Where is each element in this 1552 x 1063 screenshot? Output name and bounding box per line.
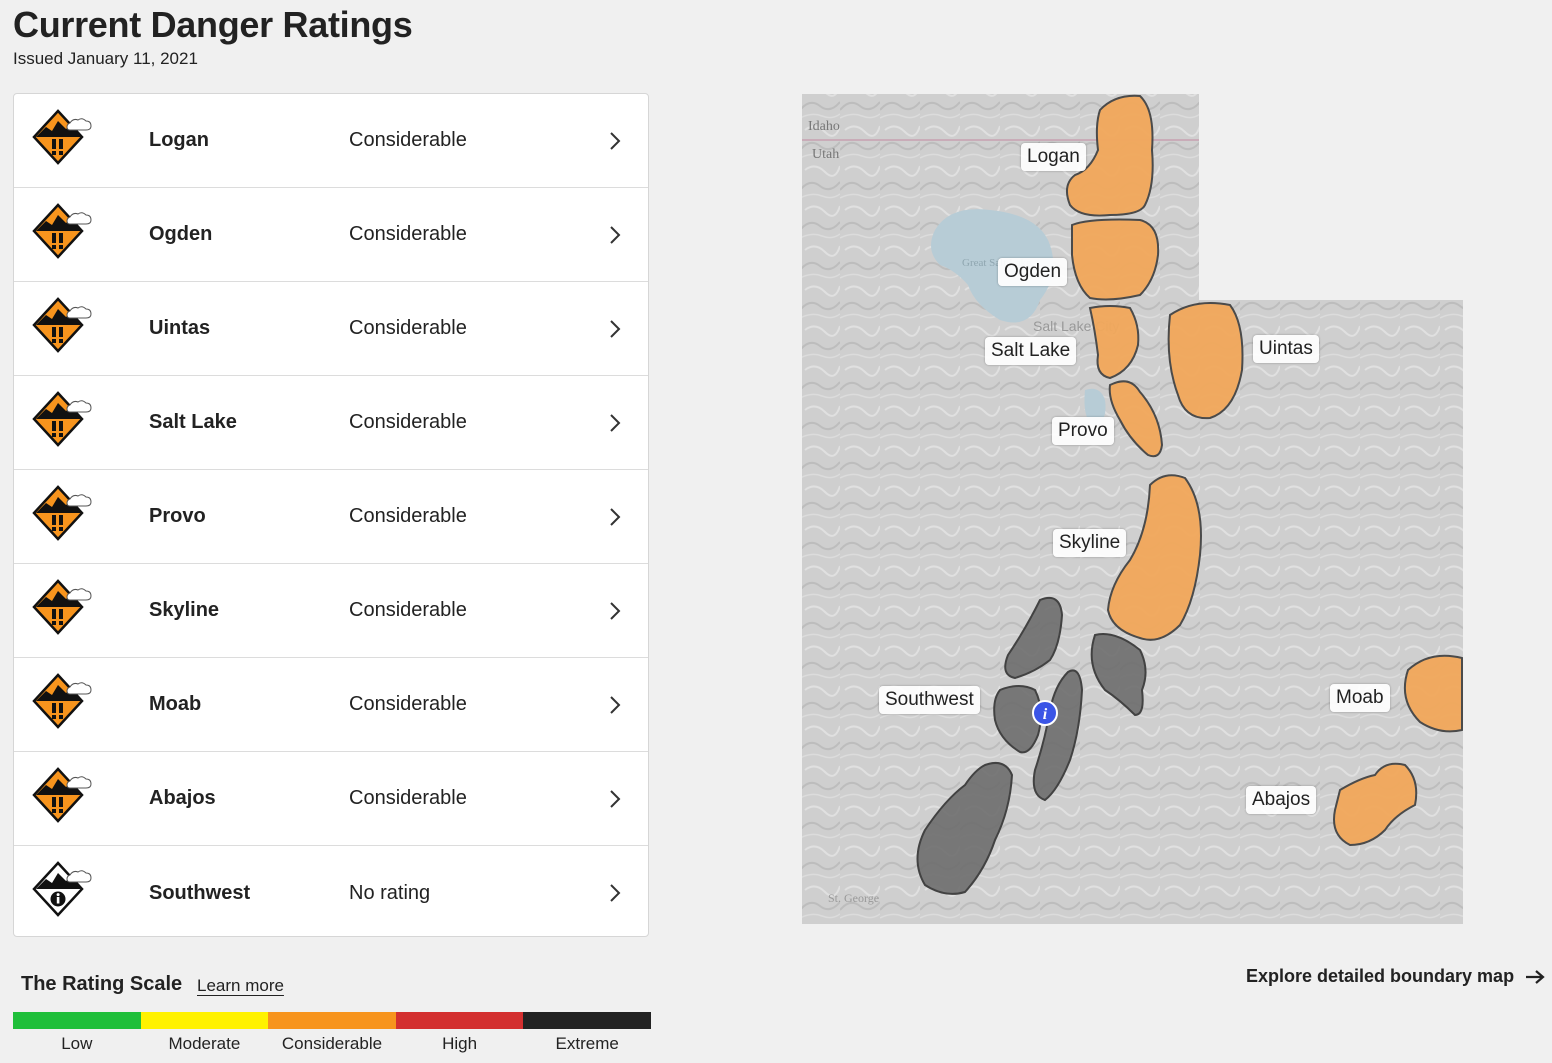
skyline-zone <box>1106 474 1202 641</box>
issued-date: Issued January 11, 2021 <box>13 49 198 68</box>
chevron-right-icon[interactable] <box>606 882 624 904</box>
scale-moderate-swatch <box>140 1012 269 1029</box>
rating-scale-title: The Rating Scale <box>21 973 183 995</box>
rating-scale-bar <box>13 1012 651 1029</box>
region-list: Logan Considerable Ogden Considerable Ui… <box>13 93 649 937</box>
scale-label-moderate: Moderate <box>168 1034 241 1053</box>
chevron-right-icon[interactable] <box>606 694 624 716</box>
chevron-right-icon[interactable] <box>606 412 624 434</box>
uintas-zone <box>1167 302 1244 420</box>
region-row-salt-lake[interactable]: Salt Lake Considerable <box>14 376 648 470</box>
region-row-skyline[interactable]: Skyline Considerable <box>14 564 648 658</box>
region-name: Ogden <box>149 223 213 245</box>
considerable-danger-icon <box>32 767 98 827</box>
region-name: Uintas <box>149 317 211 339</box>
scale-label-high: High <box>442 1034 478 1053</box>
region-row-provo[interactable]: Provo Considerable <box>14 470 648 564</box>
scale-low-swatch <box>13 1012 141 1029</box>
ogden-zone <box>1071 218 1160 301</box>
explore-boundary-map-link[interactable]: Explore detailed boundary map <box>1246 966 1546 987</box>
utah-label: Utah <box>812 147 839 162</box>
learn-more-link[interactable]: Learn more <box>197 976 284 995</box>
considerable-danger-icon <box>32 485 98 545</box>
chevron-right-icon[interactable] <box>606 224 624 246</box>
region-name: Abajos <box>149 787 216 809</box>
region-rating: Considerable <box>349 317 467 339</box>
region-name: Provo <box>149 505 206 527</box>
region-rating: Considerable <box>349 223 467 245</box>
region-rating: Considerable <box>349 693 467 715</box>
chevron-right-icon[interactable] <box>606 130 624 152</box>
rating-scale-labels: Low Moderate Considerable High Extreme <box>13 1034 651 1054</box>
salt-lake-city-label: Salt Lake City <box>1033 318 1119 334</box>
info-marker-icon <box>1032 700 1058 726</box>
region-name: Logan <box>149 129 209 151</box>
considerable-danger-icon <box>32 109 98 169</box>
region-rating: Considerable <box>349 505 467 527</box>
map-label-moab[interactable]: Moab <box>1330 684 1390 712</box>
scale-label-low: Low <box>61 1034 93 1053</box>
considerable-danger-icon <box>32 579 98 639</box>
explore-link-label: Explore detailed boundary map <box>1246 966 1515 986</box>
region-row-uintas[interactable]: Uintas Considerable <box>14 282 648 376</box>
moab-zone <box>1404 654 1463 733</box>
svg-text:i: i <box>1043 706 1048 723</box>
considerable-danger-icon <box>32 391 98 451</box>
utah-state-shape <box>802 94 1463 924</box>
map-label-salt-lake[interactable]: Salt Lake <box>985 337 1077 365</box>
region-row-moab[interactable]: Moab Considerable <box>14 658 648 752</box>
considerable-danger-icon <box>32 297 98 357</box>
map-label-provo[interactable]: Provo <box>1052 417 1114 445</box>
region-row-southwest[interactable]: Southwest No rating <box>14 846 648 940</box>
map-label-ogden[interactable]: Ogden <box>998 258 1068 286</box>
considerable-danger-icon <box>32 673 98 733</box>
chevron-right-icon[interactable] <box>606 318 624 340</box>
scale-considerable-swatch <box>268 1012 396 1029</box>
map-label-abajos[interactable]: Abajos <box>1246 786 1317 814</box>
region-rating: Considerable <box>349 599 467 621</box>
no-rating-info-icon <box>32 861 98 921</box>
scale-high-swatch <box>395 1012 524 1029</box>
salt-lake-zone <box>1088 305 1140 380</box>
chevron-right-icon[interactable] <box>606 506 624 528</box>
arrow-right-icon <box>1526 969 1545 984</box>
region-row-abajos[interactable]: Abajos Considerable <box>14 752 648 846</box>
map-label-uintas[interactable]: Uintas <box>1253 335 1319 363</box>
region-name: Salt Lake <box>149 411 237 433</box>
scale-extreme-swatch <box>523 1012 651 1029</box>
map-label-skyline[interactable]: Skyline <box>1053 529 1127 557</box>
region-row-logan[interactable]: Logan Considerable <box>14 94 648 188</box>
region-rating: Considerable <box>349 129 467 151</box>
southwest-zone-2 <box>1090 633 1147 717</box>
chevron-right-icon[interactable] <box>606 600 624 622</box>
region-name: Skyline <box>149 599 220 621</box>
southwest-zone-5 <box>916 762 1014 895</box>
scale-label-extreme: Extreme <box>555 1034 619 1053</box>
region-name: Southwest <box>149 881 251 904</box>
southwest-zone-4 <box>1032 669 1084 802</box>
scale-label-considerable: Considerable <box>281 1034 383 1053</box>
southwest-zone-3 <box>993 685 1042 754</box>
region-rating: Considerable <box>349 787 467 809</box>
idaho-label: Idaho <box>808 119 840 134</box>
provo-zone <box>1108 380 1164 458</box>
st-george-label: St. George <box>828 891 879 905</box>
considerable-danger-icon <box>32 203 98 263</box>
abajos-zone <box>1333 762 1418 847</box>
region-row-ogden[interactable]: Ogden Considerable <box>14 188 648 282</box>
map-label-southwest[interactable]: Southwest <box>879 686 980 714</box>
chevron-right-icon[interactable] <box>606 788 624 810</box>
region-rating: Considerable <box>349 411 467 433</box>
region-name: Moab <box>149 693 202 715</box>
region-rating: No rating <box>349 881 431 904</box>
page-title: Current Danger Ratings <box>13 4 413 45</box>
map-label-logan[interactable]: Logan <box>1021 143 1086 171</box>
southwest-zone-1 <box>1004 596 1064 680</box>
